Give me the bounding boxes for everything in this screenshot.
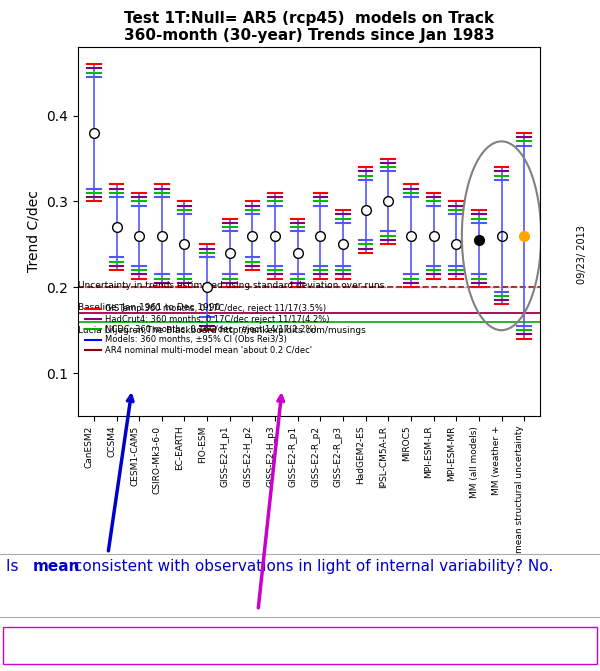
Text: AR4 nominal multi-model mean 'about 0.2 C/dec': AR4 nominal multi-model mean 'about 0.2 … bbox=[105, 346, 312, 354]
Text: Uncertainty in trends estimated using standard deviation over runs.: Uncertainty in trends estimated using st… bbox=[78, 281, 387, 291]
Text: consistent with observations in light of internal variability? No.: consistent with observations in light of… bbox=[69, 560, 553, 574]
Text: Baseline: Jan 1961 to Dec 1990: Baseline: Jan 1961 to Dec 1990 bbox=[78, 303, 220, 313]
Text: mean: mean bbox=[33, 560, 80, 574]
Text: GISTemp:360 months, 0.17C/dec, reject 11/17(3.5%): GISTemp:360 months, 0.17C/dec, reject 11… bbox=[105, 304, 326, 313]
Text: NCDC: 360 months, 0.16C/dec  reject 14/17(2.2%): NCDC: 360 months, 0.16C/dec reject 14/17… bbox=[105, 325, 317, 334]
Title: Test 1T:Null= AR5 (rcp45)  models on Track
360-month (30-year) Trends since Jan : Test 1T:Null= AR5 (rcp45) models on Trac… bbox=[124, 11, 494, 43]
Text: Does observation fall inside full spread of model runs? Yes.: Does observation fall inside full spread… bbox=[6, 637, 457, 652]
Text: Lucia Liljegren,The Blackboard http://rankexploits.com/musings: Lucia Liljegren,The Blackboard http://ra… bbox=[78, 325, 366, 335]
Text: HadCrut4: 360 months, 0.17C/dec reject 11/17(4.2%): HadCrut4: 360 months, 0.17C/dec reject 1… bbox=[105, 315, 329, 323]
Text: 09/23/ 2013: 09/23/ 2013 bbox=[577, 225, 587, 285]
Y-axis label: Trend C/dec: Trend C/dec bbox=[27, 191, 41, 272]
Text: Is: Is bbox=[6, 560, 23, 574]
Text: Models: 360 months, ±95% CI (Obs Rei3/3): Models: 360 months, ±95% CI (Obs Rei3/3) bbox=[105, 335, 287, 344]
